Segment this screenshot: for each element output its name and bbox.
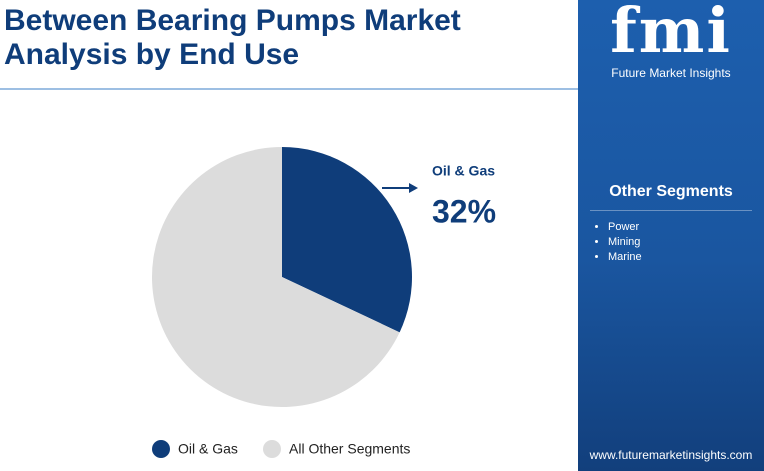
brand: Future Market Insights bbox=[611, 66, 731, 80]
logo: fmi bbox=[610, 0, 732, 67]
annotation-label: Oil & Gas bbox=[432, 163, 495, 179]
segment-item: Mining bbox=[608, 235, 642, 250]
website: www.futuremarketinsights.com bbox=[589, 448, 753, 462]
annotation-arrowhead bbox=[409, 183, 418, 193]
legend-swatch bbox=[263, 440, 281, 458]
legend-swatch bbox=[152, 440, 170, 458]
legend-label: Oil & Gas bbox=[178, 441, 238, 457]
segments-heading: Other Segments bbox=[609, 183, 733, 200]
chart: Oil & Gas 32% Oil & Gas All Other Segment… bbox=[152, 147, 496, 458]
segment-item: Power bbox=[608, 220, 642, 235]
chart-title: Between Bearing Pumps Market Analysis by… bbox=[4, 4, 461, 71]
heading-rule bbox=[590, 210, 752, 211]
pie-slice bbox=[152, 147, 400, 407]
sidebar: fmi Future Market Insights Other Segment… bbox=[578, 0, 764, 471]
legend-label: All Other Segments bbox=[289, 441, 410, 457]
pie-slice bbox=[282, 147, 412, 333]
segment-item: Marine bbox=[608, 250, 642, 265]
title-rule bbox=[0, 88, 578, 90]
annotation-value: 32% bbox=[432, 193, 496, 229]
segment-list: PowerMiningMarine bbox=[594, 220, 642, 265]
